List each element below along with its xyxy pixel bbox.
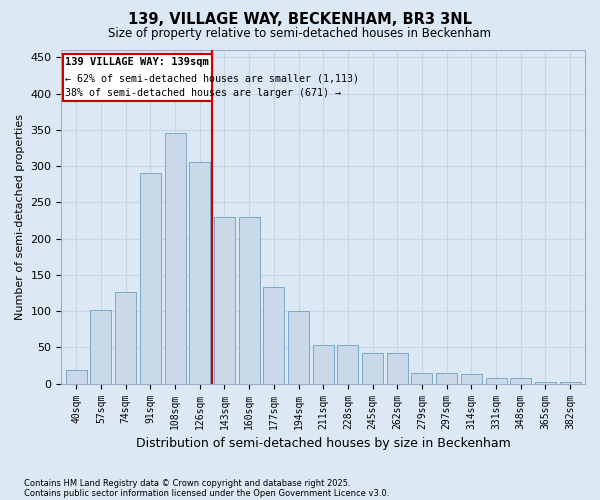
Text: 38% of semi-detached houses are larger (671) →: 38% of semi-detached houses are larger (… — [65, 88, 341, 98]
Text: Contains HM Land Registry data © Crown copyright and database right 2025.: Contains HM Land Registry data © Crown c… — [24, 478, 350, 488]
Bar — [91, 310, 112, 384]
Bar — [313, 345, 334, 384]
Bar — [214, 217, 235, 384]
Bar — [189, 162, 210, 384]
Text: 139, VILLAGE WAY, BECKENHAM, BR3 3NL: 139, VILLAGE WAY, BECKENHAM, BR3 3NL — [128, 12, 472, 28]
Text: 139 VILLAGE WAY: 139sqm: 139 VILLAGE WAY: 139sqm — [65, 58, 209, 68]
Bar — [412, 373, 433, 384]
Text: Size of property relative to semi-detached houses in Beckenham: Size of property relative to semi-detach… — [109, 28, 491, 40]
Bar — [436, 373, 457, 384]
Bar — [115, 292, 136, 384]
Bar — [535, 382, 556, 384]
Text: ← 62% of semi-detached houses are smaller (1,113): ← 62% of semi-detached houses are smalle… — [65, 74, 359, 84]
Bar — [337, 345, 358, 384]
Y-axis label: Number of semi-detached properties: Number of semi-detached properties — [15, 114, 25, 320]
Bar — [288, 311, 309, 384]
Bar — [66, 370, 87, 384]
Bar — [362, 353, 383, 384]
Bar — [164, 134, 185, 384]
Bar — [387, 353, 408, 384]
Bar — [140, 174, 161, 384]
Text: Contains public sector information licensed under the Open Government Licence v3: Contains public sector information licen… — [24, 488, 389, 498]
Bar — [510, 378, 531, 384]
Bar — [461, 374, 482, 384]
Bar — [263, 287, 284, 384]
Bar — [62, 54, 212, 101]
Bar — [485, 378, 506, 384]
Bar — [560, 382, 581, 384]
Bar — [239, 217, 260, 384]
X-axis label: Distribution of semi-detached houses by size in Beckenham: Distribution of semi-detached houses by … — [136, 437, 511, 450]
